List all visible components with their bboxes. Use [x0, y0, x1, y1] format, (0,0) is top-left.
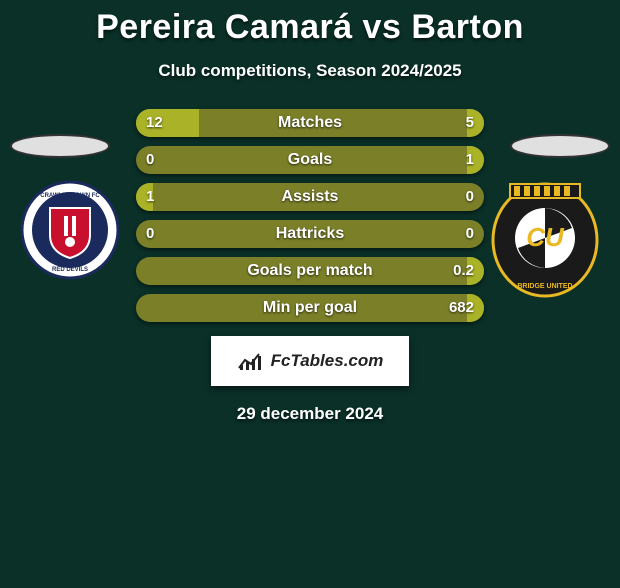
stat-label: Assists [136, 183, 484, 211]
svg-text:CU: CU [526, 222, 565, 252]
stat-label: Hattricks [136, 220, 484, 248]
stat-row-assists: 1 Assists 0 [136, 183, 484, 211]
brand-text: FcTables.com [271, 351, 384, 371]
brand-box[interactable]: FcTables.com [211, 336, 409, 386]
stat-label: Min per goal [136, 294, 484, 322]
footer-date: 29 december 2024 [0, 404, 620, 424]
player-right-photo [510, 134, 610, 158]
stat-label: Matches [136, 109, 484, 137]
stat-right-value: 5 [466, 109, 474, 137]
svg-text:BRIDGE UNITED: BRIDGE UNITED [517, 283, 572, 290]
stat-right-value: 0 [466, 183, 474, 211]
stat-row-mpg: Min per goal 682 [136, 294, 484, 322]
stat-row-hattricks: 0 Hattricks 0 [136, 220, 484, 248]
cambridge-badge-icon: CU BRIDGE UNITED [490, 180, 600, 300]
stat-row-gpm: Goals per match 0.2 [136, 257, 484, 285]
page-title: Pereira Camará vs Barton [0, 8, 620, 47]
svg-text:CRAWLEY TOWN FC: CRAWLEY TOWN FC [40, 193, 100, 199]
stat-right-value: 1 [466, 146, 474, 174]
stat-row-goals: 0 Goals 1 [136, 146, 484, 174]
chart-icon [237, 350, 265, 372]
stat-right-value: 0.2 [453, 257, 474, 285]
stat-label: Goals [136, 146, 484, 174]
page-subtitle: Club competitions, Season 2024/2025 [0, 61, 620, 81]
player-left-photo [10, 134, 110, 158]
club-badge-right: CU BRIDGE UNITED [490, 180, 600, 305]
stat-right-value: 682 [449, 294, 474, 322]
stat-label: Goals per match [136, 257, 484, 285]
stat-row-matches: 12 Matches 5 [136, 109, 484, 137]
club-badge-left: CRAWLEY TOWN FC RED DEVILS [20, 180, 120, 285]
svg-text:RED DEVILS: RED DEVILS [52, 267, 88, 273]
crawley-badge-icon: CRAWLEY TOWN FC RED DEVILS [20, 180, 120, 280]
stat-right-value: 0 [466, 220, 474, 248]
